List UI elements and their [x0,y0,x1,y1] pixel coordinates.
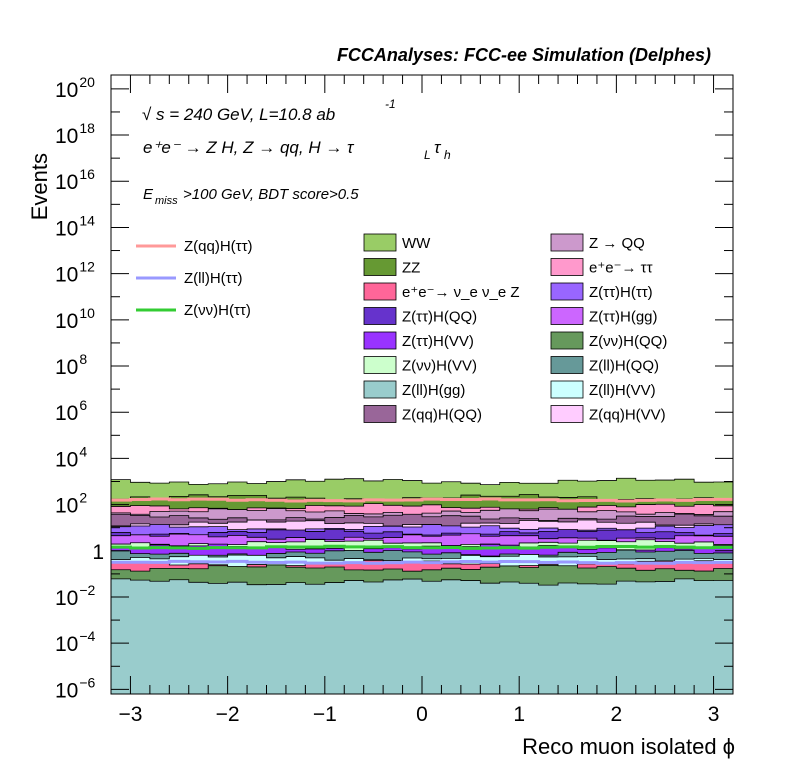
axis-ticks [110,75,734,694]
x-tick-label: 3 [708,703,720,726]
legend-swatch-z-h-gg- [550,307,584,325]
process-sub-h: h [444,148,451,162]
legend-swatch-zz [363,258,397,276]
y-tick-label: 1016 [55,166,95,194]
legend-label-ww: WW [402,235,431,252]
legend-label-z-ll-h-: Z(ll)H(ττ) [184,270,243,287]
annotation-process: e⁺e⁻ → Z H, Z → qq, H → τ L τ h [143,138,451,162]
legend-label-z-h-gg-: Z(ττ)H(gg) [589,309,658,326]
legend-backgrounds: WW ZZ e⁺e⁻→ ν_e ν_e Z Z(ττ)H(QQ) Z(ττ)H(VV) Z… [363,233,667,424]
y-tick-label: 104 [55,443,87,471]
signal-lines [111,497,733,565]
y-tick-label: 106 [55,397,87,425]
legend-swatch-z-h- [550,282,584,301]
x-tick-label: 2 [611,703,623,726]
legend-label-z-h-vv-: Z(ττ)H(VV) [402,333,474,350]
legend-swatch-z-qq [550,233,584,252]
selection-e: E [143,186,154,203]
legend-label-z-ll-h-vv-: Z(ll)H(VV) [589,382,656,399]
legend-label-z-h-qq-: Z(νν)H(QQ) [589,333,667,350]
legend-swatch-e-e-e-e-z [363,282,397,301]
y-tick-label: 1 [92,541,104,564]
y-tick-label: 102 [55,490,87,518]
legend-label-zz: ZZ [402,260,420,277]
y-tick-exponent: 12 [79,259,95,275]
signal-line-z-h- [111,544,733,550]
legend-swatch-z-qq-h-vv- [550,405,584,423]
process-text: e⁺e⁻ → Z H, Z → qq, H → τ [143,138,355,157]
y-tick-exponent: 16 [79,166,95,182]
legend-label-z-h-: Z(νν)H(ττ) [184,302,251,319]
x-tick-labels: −3 −2 −1 0 1 2 3 [118,703,719,726]
chart-title: FCCAnalyses: FCC-ee Simulation (Delphes) [337,45,711,65]
y-tick-label: 10−2 [55,582,96,610]
y-tick-exponent: 8 [79,351,87,367]
x-tick-label: 0 [416,703,428,726]
legend-label-e-e-: e⁺e⁻→ ττ [589,260,653,277]
y-tick-labels: 10−610−410−21102104106108101010121014101… [55,74,104,703]
lumi-exponent: -1 [385,97,396,111]
y-tick-exponent: 14 [79,212,95,228]
y-tick-exponent: 20 [79,74,95,90]
stacked-histograms [110,477,734,695]
y-tick-label: 1018 [55,120,95,148]
legend-swatch-z-h-qq- [550,331,584,350]
y-tick-exponent: −2 [79,582,95,598]
y-tick-exponent: 2 [79,490,87,506]
y-tick-label: 1020 [55,74,95,102]
legend-signal: Z(qq)H(ττ) Z(ll)H(ττ) Z(νν)H(ττ) [136,238,253,319]
legend-label-z-h-: Z(ττ)H(ττ) [589,284,653,301]
signal-line-z-ll-h- [111,559,733,565]
annotation-selection: E miss >100 GeV, BDT score>0.5 [143,186,359,207]
legend-label-e-e-e-e-z: e⁺e⁻→ ν_e ν_e Z [402,284,520,301]
legend-swatch-z-ll-h-qq- [550,356,584,374]
process-sub-l: L [424,148,431,162]
legend-label-z-h-vv-: Z(νν)H(VV) [402,358,477,375]
legend-label-z-qq-h-vv-: Z(qq)H(VV) [589,407,666,424]
legend-swatch-z-ll-h-gg- [363,380,397,399]
y-tick-label: 10−4 [55,628,96,656]
legend-label-z-h-qq-: Z(ττ)H(QQ) [402,309,477,326]
x-axis-label: Reco muon isolated ϕ [522,734,735,759]
x-tick-label: −3 [118,703,142,726]
legend-label-z-qq-h-qq-: Z(qq)H(QQ) [402,407,482,424]
y-axis-label: Events [27,153,52,220]
energy-lumi-text: s = 240 GeV, L=10.8 ab [156,105,335,124]
legend-label-z-qq-h-: Z(qq)H(ττ) [184,238,253,255]
y-tick-exponent: −4 [79,628,95,644]
legend-swatch-z-ll-h-vv- [550,380,584,399]
selection-text: >100 GeV, BDT score>0.5 [183,186,359,203]
hist-z-ll-h-gg- [110,578,734,695]
annotation-energy: √ s = 240 GeV, L=10.8 ab -1 [142,97,396,124]
x-tick-label: −2 [216,703,240,726]
legend-label-z-qq: Z → QQ [589,235,645,252]
signal-line-z-qq-h- [111,497,733,503]
y-tick-label: 108 [55,351,87,379]
y-tick-exponent: 10 [79,305,95,321]
legend-swatch-z-h-vv- [363,356,397,374]
legend-swatch-e-e- [550,258,584,276]
y-tick-exponent: −6 [79,674,95,690]
y-tick-label: 1012 [55,259,95,287]
legend-swatch-z-h-qq- [363,307,397,325]
selection-sub: miss [155,195,178,207]
legend-label-z-ll-h-qq-: Z(ll)H(QQ) [589,358,659,375]
y-tick-exponent: 18 [79,120,95,136]
y-tick-exponent: 4 [79,443,87,459]
legend-swatch-z-h-vv- [363,331,397,350]
legend-swatch-z-qq-h-qq- [363,405,397,423]
y-tick-label: 1014 [55,212,95,240]
y-tick-label: 10−6 [55,674,96,702]
y-tick-exponent: 6 [79,397,87,413]
x-tick-label: −1 [313,703,337,726]
legend-swatch-ww [363,233,397,252]
sqrt-symbol: √ [142,105,152,124]
x-tick-label: 1 [513,703,525,726]
process-tau: τ [434,138,442,157]
y-tick-label: 1010 [55,305,95,333]
legend-label-z-ll-h-gg-: Z(ll)H(gg) [402,382,465,399]
